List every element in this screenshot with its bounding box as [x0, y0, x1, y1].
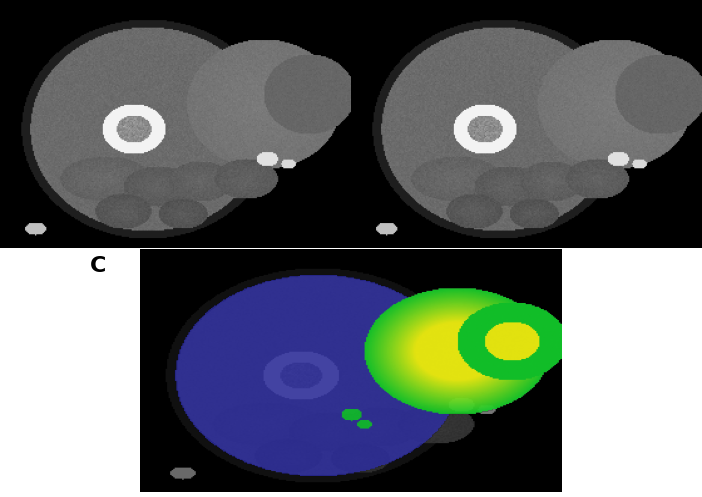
Text: B: B [362, 7, 378, 27]
Text: A: A [11, 7, 28, 27]
Text: C: C [90, 256, 106, 276]
